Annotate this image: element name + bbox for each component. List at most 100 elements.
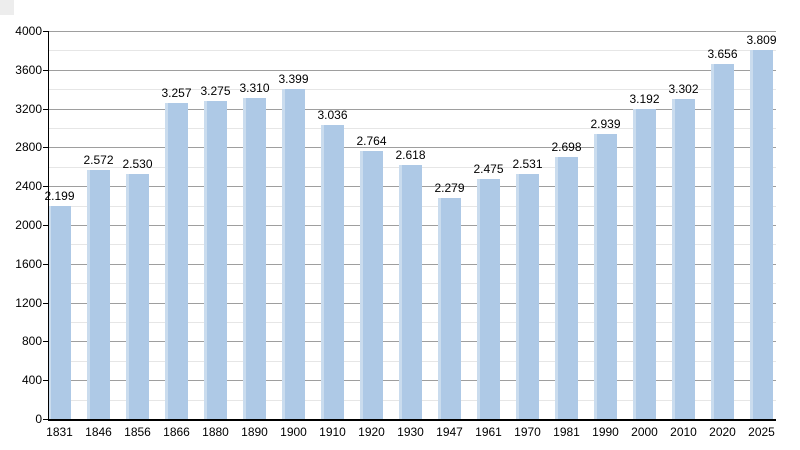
x-tick-label: 2020: [709, 425, 736, 439]
y-axis-tick: [43, 341, 48, 343]
bar-band: 3.310: [235, 31, 274, 419]
gridline-minor: [49, 89, 776, 91]
bar-band: 3.275: [196, 31, 235, 419]
x-tick-label: 1981: [553, 425, 580, 439]
bar-value-label: 2.475: [473, 161, 504, 176]
x-tick-label: 1866: [163, 425, 190, 439]
bar-band: 3.302: [664, 31, 703, 419]
x-tick-label: 1846: [85, 425, 112, 439]
x-tick-label: 1856: [124, 425, 151, 439]
bar-value-label: 3.809: [746, 32, 777, 47]
bar-band: 3.036: [313, 31, 352, 419]
y-axis-line: [48, 31, 49, 420]
bar-value-label: 3.399: [278, 72, 309, 87]
x-tick-label: 1990: [592, 425, 619, 439]
bar-band: 2.279: [430, 31, 469, 419]
x-tick-label: 1930: [397, 425, 424, 439]
bar-band: 2.618: [391, 31, 430, 419]
bar: [204, 101, 227, 419]
corner-artifact: [0, 0, 14, 15]
bar-band: 3.192: [625, 31, 664, 419]
x-tick-label: 2025: [748, 425, 775, 439]
bar-band: 3.656: [703, 31, 742, 419]
y-tick-label: 3600: [15, 62, 42, 77]
y-axis-tick: [43, 419, 48, 420]
x-tick-label: 1947: [436, 425, 463, 439]
bar-band: 2.530: [118, 31, 157, 419]
bar-value-label: 3.302: [668, 81, 699, 96]
bar-band: 2.572: [79, 31, 118, 419]
y-tick-label: 2000: [15, 218, 42, 232]
bar: [633, 109, 656, 419]
y-tick-label: 800: [21, 334, 42, 349]
y-axis-tick: [43, 147, 48, 149]
y-axis-tick: [43, 69, 48, 71]
y-axis-tick: [43, 302, 48, 304]
bar-value-label: 2.279: [434, 180, 465, 195]
gridline-minor: [49, 128, 776, 129]
x-tick-label: 1961: [475, 425, 502, 439]
bar-band: 3.257: [157, 31, 196, 419]
bar-value-label: 2.572: [83, 152, 114, 167]
bar: [672, 98, 695, 419]
x-tick-label: 1910: [319, 425, 346, 439]
bar: [243, 97, 266, 419]
y-tick-label: 4000: [15, 24, 42, 38]
bar: [594, 133, 617, 419]
x-tick-label: 1890: [241, 425, 268, 439]
bar-value-label: 3.036: [317, 107, 348, 122]
bar: [87, 169, 110, 419]
x-tick-label: 1880: [202, 425, 229, 439]
bar: [711, 64, 734, 419]
bar-value-label: 2.698: [551, 140, 582, 155]
bar: [48, 205, 71, 419]
bar-value-label: 2.531: [512, 156, 543, 171]
y-tick-label: 3200: [15, 101, 42, 116]
bar-band: 3.399: [274, 31, 313, 419]
gridline-major: [49, 31, 776, 32]
x-tick-label: 2000: [631, 425, 658, 439]
y-axis-tick: [43, 225, 48, 226]
y-tick-label: 1600: [15, 256, 42, 271]
y-axis-tick: [43, 31, 48, 32]
x-tick-label: 1920: [358, 425, 385, 439]
bar-band: 2.939: [586, 31, 625, 419]
bar-value-label: 2.939: [590, 116, 621, 131]
y-tick-label: 400: [21, 373, 42, 388]
y-axis-tick: [43, 186, 48, 188]
bar-band: 2.531: [508, 31, 547, 419]
bar: [399, 165, 422, 419]
bars-area: 2.199 2.572 2.530 3.257 3.275 3.310 3.399 3.036…: [40, 31, 781, 419]
bar-value-label: 3.656: [707, 47, 738, 62]
y-tick-label: 2400: [15, 179, 42, 194]
x-tick-label: 1970: [514, 425, 541, 439]
bar: [516, 173, 539, 419]
bar: [555, 157, 578, 419]
y-tick-label: 1200: [15, 295, 42, 310]
x-tick-label: 2010: [670, 425, 697, 439]
bar-value-label: 3.192: [629, 92, 660, 107]
bar-value-label: 2.618: [395, 148, 426, 163]
y-axis-tick: [43, 263, 48, 265]
bar-value-label: 2.530: [122, 156, 153, 171]
bar-value-label: 2.199: [44, 188, 75, 203]
bar-band: 2.698: [547, 31, 586, 419]
bar-band: 2.764: [352, 31, 391, 419]
bar: [360, 150, 383, 419]
bar-value-label: 3.257: [161, 86, 192, 101]
bar: [438, 197, 461, 419]
gridline-major: [49, 147, 776, 149]
bar: [321, 124, 344, 419]
gridline-major: [49, 108, 776, 110]
y-tick-label: 2800: [15, 140, 42, 155]
bar-value-label: 2.764: [356, 133, 387, 148]
x-tick-label: 1900: [280, 425, 307, 439]
y-axis-tick: [43, 380, 48, 382]
y-tick-label: 0: [35, 412, 42, 426]
x-axis-labels: 1831 1846 1856 1866 1880 1890 1900 1910 1920 1930…: [40, 425, 781, 441]
x-axis-line: [48, 419, 776, 421]
bar-band: 2.199: [40, 31, 79, 419]
bar-band: 3.809: [742, 31, 781, 419]
bar: [750, 49, 773, 419]
